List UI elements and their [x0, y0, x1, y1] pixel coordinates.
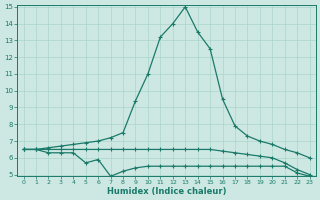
- X-axis label: Humidex (Indice chaleur): Humidex (Indice chaleur): [107, 187, 226, 196]
